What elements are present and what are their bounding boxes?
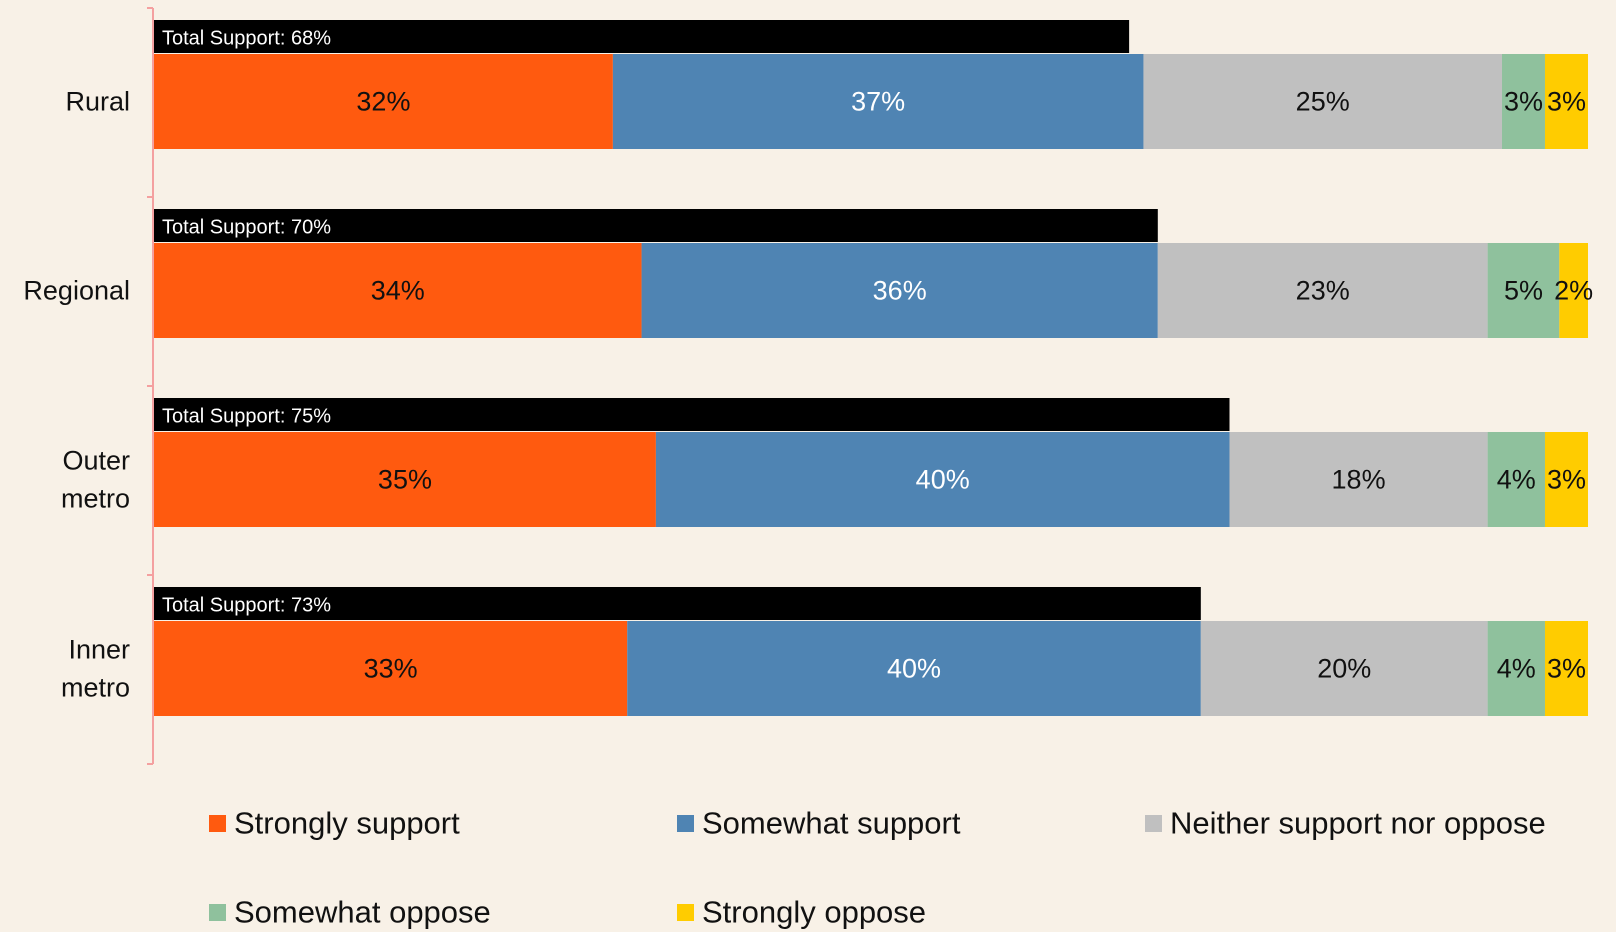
data-label: 2% [1554,276,1593,306]
legend-label: Neither support nor oppose [1170,806,1546,841]
data-label: 32% [356,87,410,117]
bar-segment [1544,432,1588,527]
bar-segment [1559,243,1588,338]
legend-swatch [677,815,694,832]
bar-segment [1157,243,1488,338]
data-label: 25% [1296,87,1350,117]
bar-segment [154,432,656,527]
bar-segment [655,432,1230,527]
total-support-label: Total Support: 68% [162,28,331,50]
total-support-label: Total Support: 75% [162,406,331,428]
data-label: 34% [371,276,425,306]
legend-label: Strongly oppose [702,895,926,930]
bar-segment [1487,243,1560,338]
data-label: 3% [1547,465,1586,495]
bar-segment [612,54,1144,149]
total-support-label: Total Support: 73% [162,595,331,617]
total-support-bar [154,398,1230,431]
data-label: 37% [851,87,905,117]
total-support-label: Total Support: 70% [162,217,331,239]
bar-segment [154,621,628,716]
category-label: Rural [65,87,130,117]
legend-label: Strongly support [234,806,460,841]
data-label: 5% [1504,276,1543,306]
data-label: 35% [378,465,432,495]
bar-segment [1501,54,1545,149]
total-support-bar [154,587,1201,620]
data-label: 3% [1504,87,1543,117]
bar-segment [1544,621,1588,716]
data-label: 4% [1497,654,1536,684]
data-label: 40% [887,654,941,684]
legend-label: Somewhat support [702,806,961,841]
bar-segment [1143,54,1502,149]
data-label: 18% [1332,465,1386,495]
data-label: 3% [1547,87,1586,117]
category-label: Outer [62,446,130,476]
bar-segment [1544,54,1588,149]
legend-swatch [1145,815,1162,832]
category-label: metro [61,484,130,514]
category-label: metro [61,673,130,703]
total-support-bar [154,209,1158,242]
bar-segment [154,54,613,149]
category-label: Regional [23,276,130,306]
data-label: 33% [364,654,418,684]
data-label: 20% [1317,654,1371,684]
legend-swatch [209,904,226,921]
bar-segment [1200,621,1488,716]
bar-segment [1487,621,1545,716]
category-label: Inner [68,635,130,665]
total-support-bar [154,20,1130,53]
legend-label: Somewhat oppose [234,895,491,930]
bar-segment [1487,432,1545,527]
data-label: 23% [1296,276,1350,306]
legend-swatch [677,904,694,921]
bar-segment [627,621,1201,716]
data-label: 4% [1497,465,1536,495]
data-label: 36% [873,276,927,306]
data-label: 3% [1547,654,1586,684]
bar-segment [641,243,1158,338]
bar-segment [154,243,642,338]
bar-segment [1229,432,1488,527]
data-label: 40% [916,465,970,495]
legend-swatch [209,815,226,832]
